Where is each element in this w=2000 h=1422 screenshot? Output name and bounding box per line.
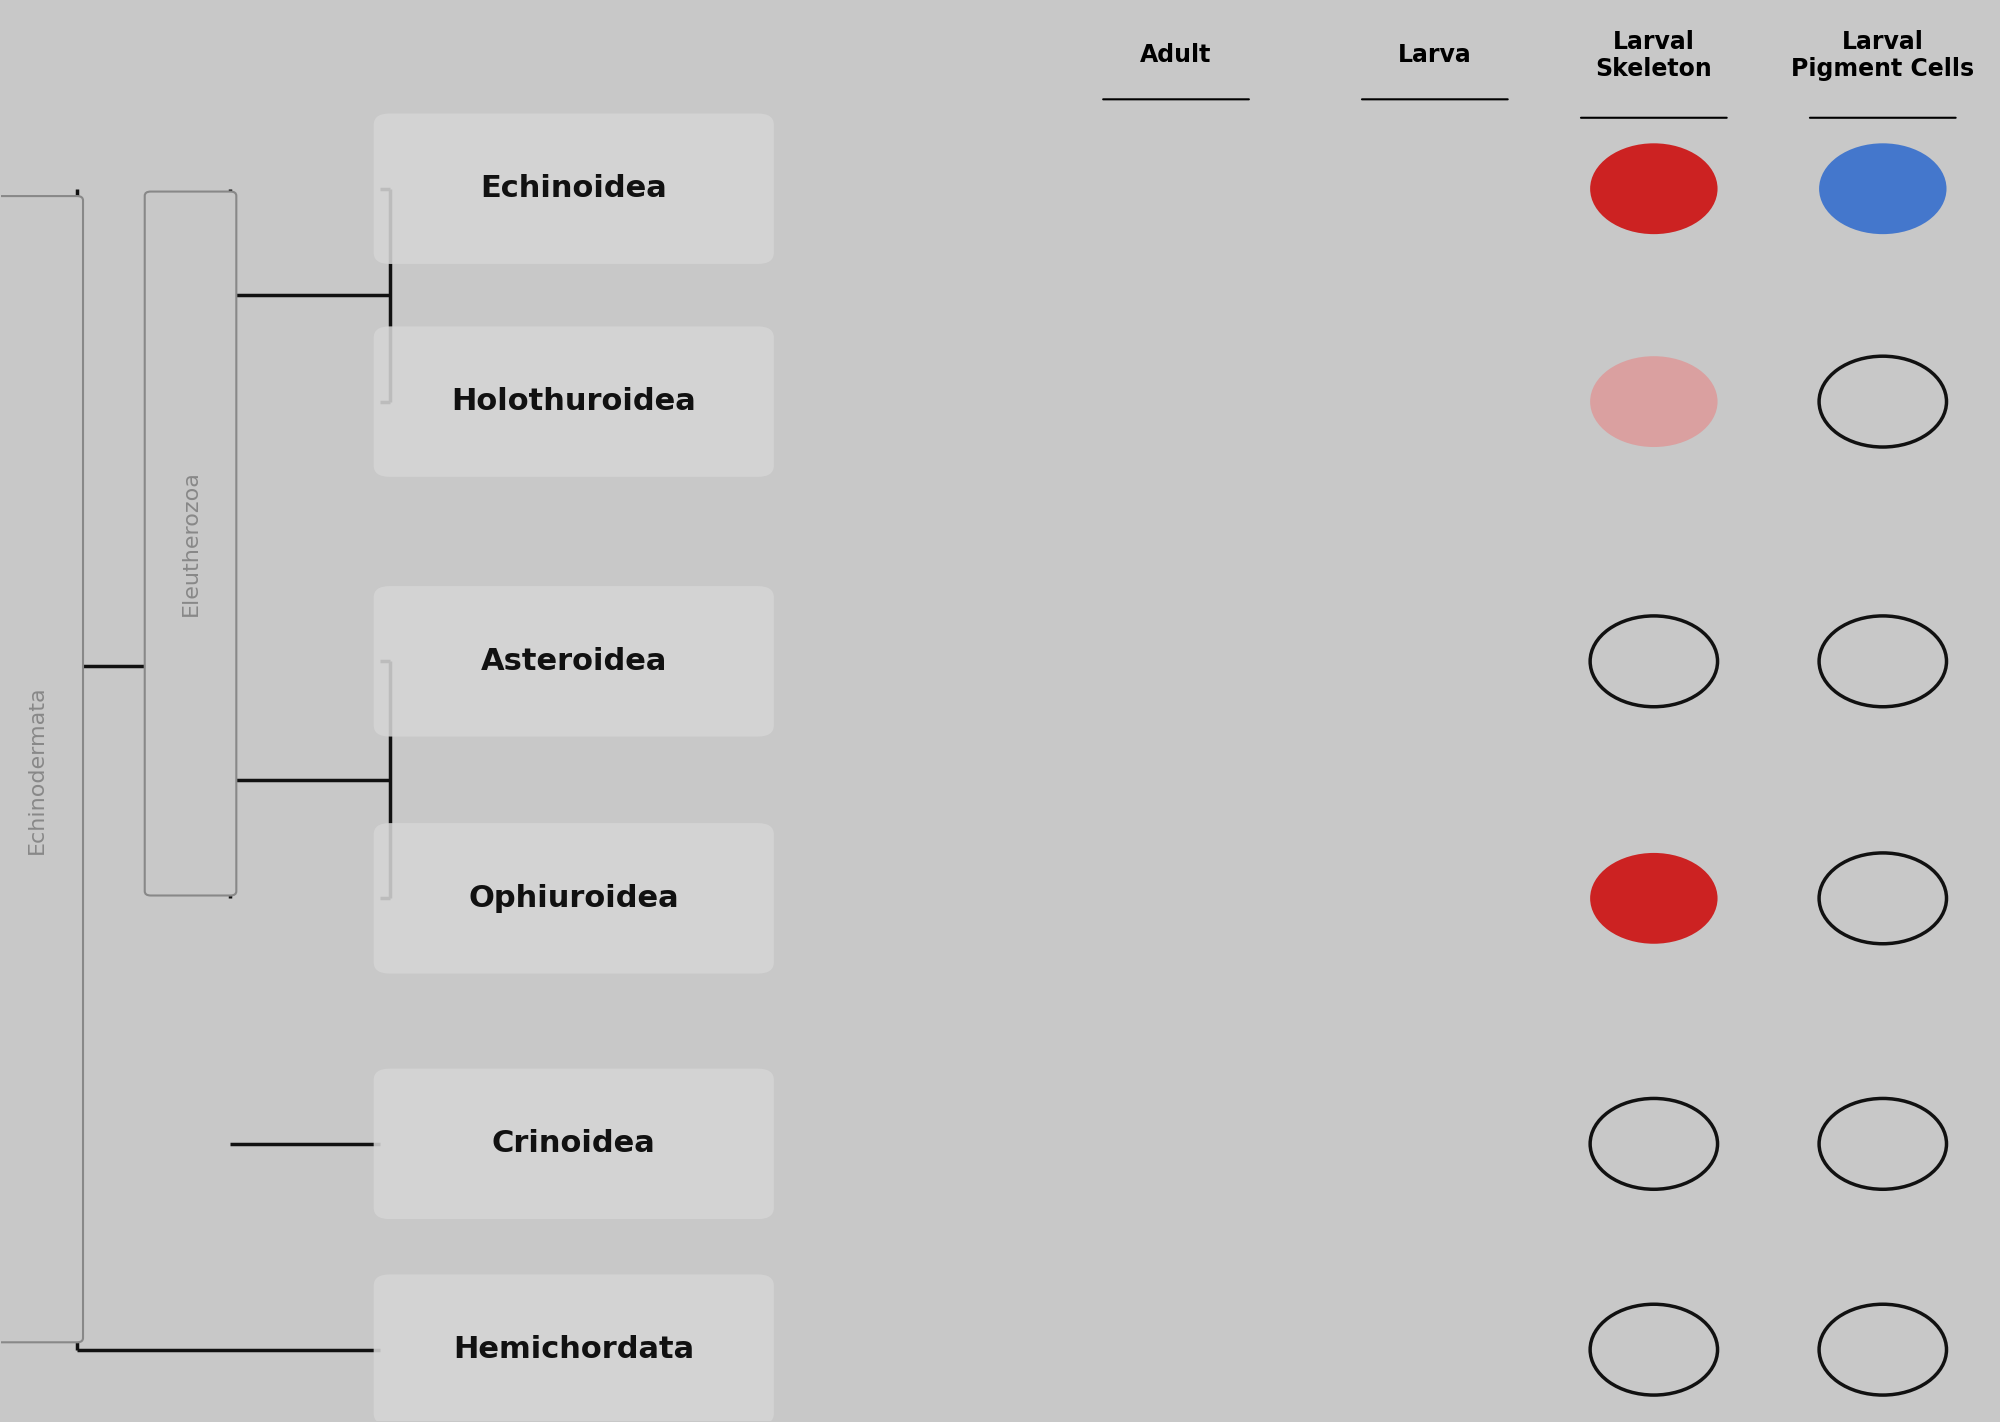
Text: Ophiuroidea: Ophiuroidea bbox=[468, 884, 680, 913]
FancyBboxPatch shape bbox=[374, 1274, 774, 1422]
FancyBboxPatch shape bbox=[144, 192, 236, 896]
Text: Adult: Adult bbox=[1140, 43, 1212, 67]
FancyBboxPatch shape bbox=[0, 196, 84, 1342]
Text: Echinoidea: Echinoidea bbox=[480, 175, 668, 203]
FancyBboxPatch shape bbox=[374, 1069, 774, 1219]
Text: Holothuroidea: Holothuroidea bbox=[452, 387, 696, 417]
Circle shape bbox=[1590, 144, 1718, 235]
Text: Larval
Pigment Cells: Larval Pigment Cells bbox=[1792, 30, 1974, 81]
FancyBboxPatch shape bbox=[374, 586, 774, 737]
Circle shape bbox=[1590, 356, 1718, 447]
Text: Eleutherozoa: Eleutherozoa bbox=[180, 471, 200, 617]
Text: Hemichordata: Hemichordata bbox=[454, 1335, 694, 1364]
FancyBboxPatch shape bbox=[374, 823, 774, 974]
Circle shape bbox=[1820, 144, 1946, 235]
FancyBboxPatch shape bbox=[374, 114, 774, 264]
Text: Larva: Larva bbox=[1398, 43, 1472, 67]
Text: Larval
Skeleton: Larval Skeleton bbox=[1596, 30, 1712, 81]
Text: Asteroidea: Asteroidea bbox=[480, 647, 666, 675]
Text: Crinoidea: Crinoidea bbox=[492, 1129, 656, 1159]
Circle shape bbox=[1590, 853, 1718, 944]
FancyBboxPatch shape bbox=[374, 327, 774, 476]
Text: Echinodermata: Echinodermata bbox=[28, 685, 48, 853]
